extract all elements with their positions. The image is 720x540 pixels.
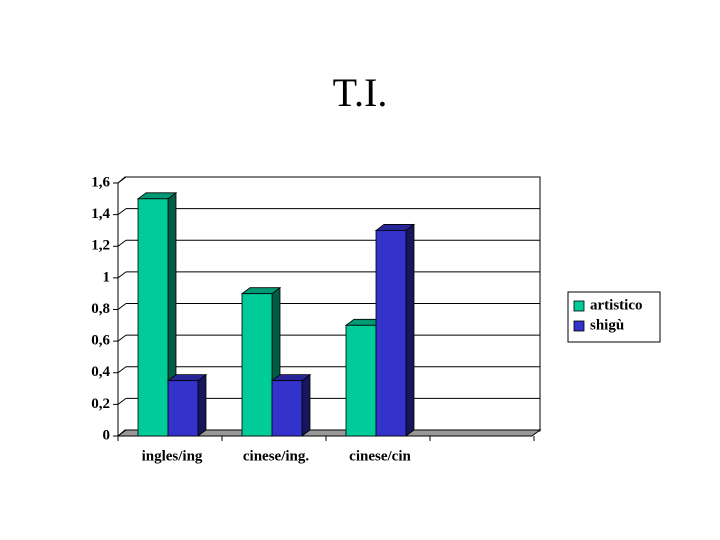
legend-label: artistico — [590, 297, 642, 313]
y-tick-label: 0,8 — [91, 301, 110, 317]
bar-side — [301, 373, 311, 437]
grid-line — [117, 239, 127, 247]
y-tick-label: 1,6 — [91, 174, 110, 190]
grid-line — [117, 366, 127, 374]
y-tick-label: 0,4 — [91, 364, 110, 380]
grid-line — [117, 176, 127, 184]
legend-label: shigù — [590, 317, 624, 333]
bar — [271, 380, 303, 437]
x-tick-label: cinese/ing. — [243, 448, 309, 464]
bar — [137, 198, 169, 437]
y-tick-label: 1 — [103, 269, 111, 285]
x-tick-label: cinese/cin — [349, 448, 411, 464]
y-tick-label: 1,4 — [91, 206, 110, 222]
y-tick-label: 0,6 — [91, 333, 110, 349]
legend-swatch — [573, 320, 585, 332]
grid-line — [117, 303, 127, 310]
grid-line — [117, 429, 127, 437]
grid-line — [117, 271, 127, 279]
grid-line — [117, 334, 127, 342]
grid-line — [117, 397, 127, 405]
x-tick-label: ingles/ing — [142, 448, 203, 464]
bar-side — [197, 373, 207, 437]
grid-line — [117, 208, 127, 216]
chart-title: T.I. — [333, 70, 388, 115]
bar — [167, 380, 199, 437]
y-tick-label: 0 — [103, 427, 111, 443]
bar — [241, 293, 273, 437]
bar — [345, 324, 377, 437]
legend-swatch — [573, 300, 585, 312]
y-tick-label: 0,2 — [91, 396, 110, 412]
bar-side — [405, 223, 415, 437]
y-tick-label: 1,2 — [91, 238, 110, 254]
bar — [375, 230, 407, 437]
legend-box — [567, 291, 661, 343]
